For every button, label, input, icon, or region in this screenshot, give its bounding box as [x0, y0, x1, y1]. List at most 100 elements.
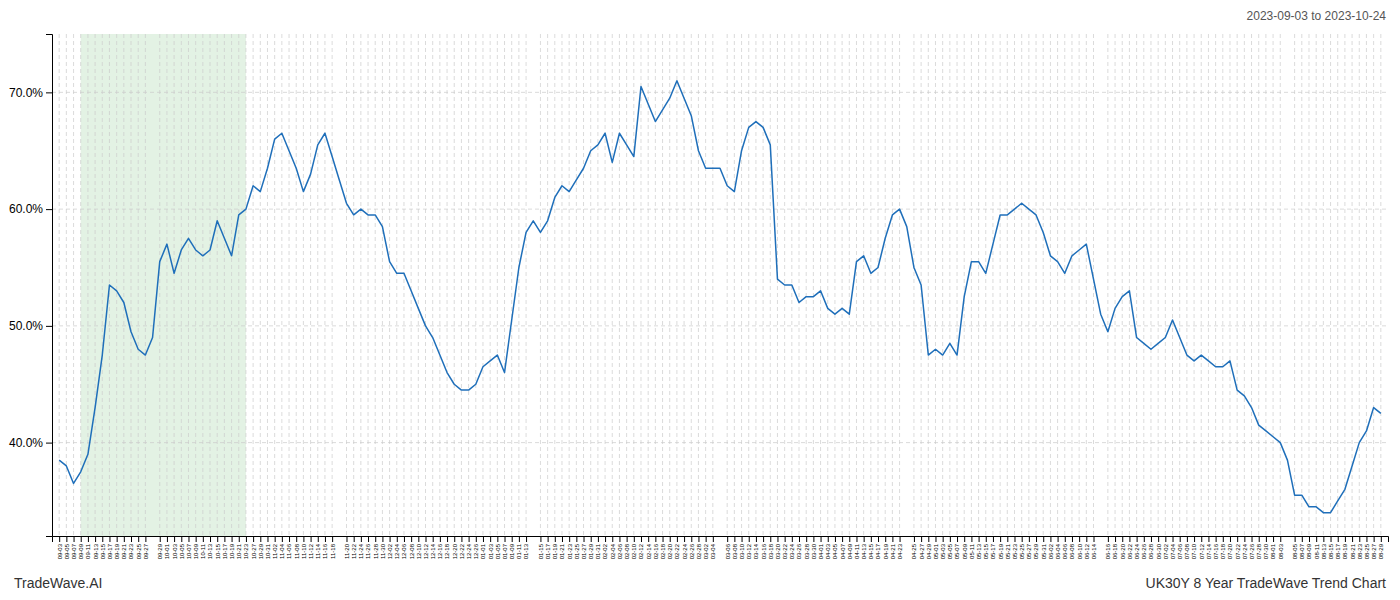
x-tick-mark	[483, 536, 484, 542]
x-grid-line	[411, 34, 412, 536]
x-tick-mark	[734, 536, 735, 542]
x-tick-label: 10-05	[179, 543, 185, 559]
y-tick-label: 60.0%	[9, 202, 43, 216]
x-tick-mark	[777, 536, 778, 542]
x-tick: 10-31	[265, 536, 271, 559]
x-tick-label: 06-26	[1141, 543, 1147, 559]
x-tick: 12-02	[387, 536, 393, 559]
x-tick: 05-31	[1041, 536, 1047, 559]
x-tick: 11-20	[344, 536, 350, 559]
x-tick-label: 06-12	[1084, 543, 1090, 559]
x-grid-line	[727, 34, 728, 536]
x-grid-line	[461, 34, 462, 536]
x-tick: 09-23	[128, 536, 134, 559]
x-tick-mark	[641, 536, 642, 542]
x-grid-line	[482, 34, 483, 536]
x-tick-label: 12-22	[459, 543, 465, 559]
x-grid-line	[928, 34, 929, 536]
x-tick: 06-14	[1091, 536, 1097, 559]
x-tick-mark	[612, 536, 613, 542]
x-tick-label: 09-27	[143, 543, 149, 559]
x-grid-line	[1186, 34, 1187, 536]
x-grid-line	[526, 34, 527, 536]
x-grid-line	[741, 34, 742, 536]
x-tick: 01-31	[595, 536, 601, 559]
x-tick-mark	[160, 536, 161, 542]
x-tick-label: 10-29	[258, 543, 264, 559]
x-grid-line	[1308, 34, 1309, 536]
x-tick-mark	[1295, 536, 1296, 542]
y-grid-line	[52, 92, 1388, 93]
x-tick-mark	[555, 536, 556, 542]
x-grid-line	[274, 34, 275, 536]
x-tick-mark	[1065, 536, 1066, 542]
x-tick: 04-09	[847, 536, 853, 559]
x-tick-mark	[325, 536, 326, 542]
x-tick-label: 03-02	[703, 543, 709, 559]
x-grid-line	[447, 34, 448, 536]
x-tick-label: 01-19	[552, 543, 558, 559]
x-grid-line	[834, 34, 835, 536]
x-tick-label: 08-21	[1350, 543, 1356, 559]
x-grid-line	[1344, 34, 1345, 536]
x-tick: 06-12	[1084, 536, 1090, 559]
x-tick: 03-10	[739, 536, 745, 559]
x-grid-line	[626, 34, 627, 536]
x-grid-line	[73, 34, 74, 536]
x-tick: 02-14	[646, 536, 652, 559]
x-tick-mark	[663, 536, 664, 542]
x-tick-label: 10-27	[251, 543, 257, 559]
x-tick-label: 02-26	[689, 543, 695, 559]
x-tick-label: 05-23	[1012, 543, 1018, 559]
x-tick-label: 08-23	[1357, 543, 1363, 559]
x-tick-mark	[742, 536, 743, 542]
x-tick-label: 04-17	[875, 543, 881, 559]
x-tick-label: 04-09	[847, 543, 853, 559]
x-tick-mark	[986, 536, 987, 542]
x-tick: 10-05	[179, 536, 185, 559]
x-grid-line	[820, 34, 821, 536]
x-tick: 07-06	[1177, 536, 1183, 559]
y-axis: 40.0%50.0%60.0%70.0%	[9, 35, 53, 537]
x-grid-line	[619, 34, 620, 536]
x-tick-mark	[411, 536, 412, 542]
x-tick: 03-16	[761, 536, 767, 559]
x-grid-line	[454, 34, 455, 536]
x-tick: 09-03	[57, 536, 63, 559]
x-grid-line	[698, 34, 699, 536]
x-tick: 12-12	[423, 536, 429, 559]
x-grid-line	[1172, 34, 1173, 536]
x-tick: 03-24	[789, 536, 795, 559]
line	[59, 81, 1381, 513]
x-tick: 04-07	[840, 536, 846, 559]
x-tick-mark	[598, 536, 599, 542]
x-tick-mark	[1165, 536, 1166, 542]
x-tick: 04-25	[911, 536, 917, 559]
x-tick-mark	[1086, 536, 1087, 542]
x-tick-mark	[1072, 536, 1073, 542]
x-tick: 12-10	[416, 536, 422, 559]
x-tick-label: 12-16	[437, 543, 443, 559]
x-grid-line	[382, 34, 383, 536]
x-tick: 01-13	[523, 536, 529, 559]
x-tick-mark	[1201, 536, 1202, 542]
x-tick-mark	[469, 536, 470, 542]
x-tick-mark	[203, 536, 204, 542]
x-tick-mark	[1194, 536, 1195, 542]
x-tick: 12-14	[430, 536, 436, 559]
x-tick-mark	[1230, 536, 1231, 542]
x-grid-line	[583, 34, 584, 536]
x-tick: 09-11	[85, 536, 91, 559]
x-tick-mark	[1079, 536, 1080, 542]
x-tick: 06-08	[1069, 536, 1075, 559]
x-tick: 10-15	[215, 536, 221, 559]
x-tick-label: 02-20	[667, 543, 673, 559]
x-tick-label: 10-11	[200, 543, 206, 559]
x-tick: 02-16	[653, 536, 659, 559]
x-tick: 11-02	[272, 536, 278, 559]
x-grid-line	[1273, 34, 1274, 536]
x-tick-mark	[375, 536, 376, 542]
x-grid-line	[1000, 34, 1001, 536]
x-tick-label: 07-28	[1256, 543, 1262, 559]
x-tick-mark	[627, 536, 628, 542]
